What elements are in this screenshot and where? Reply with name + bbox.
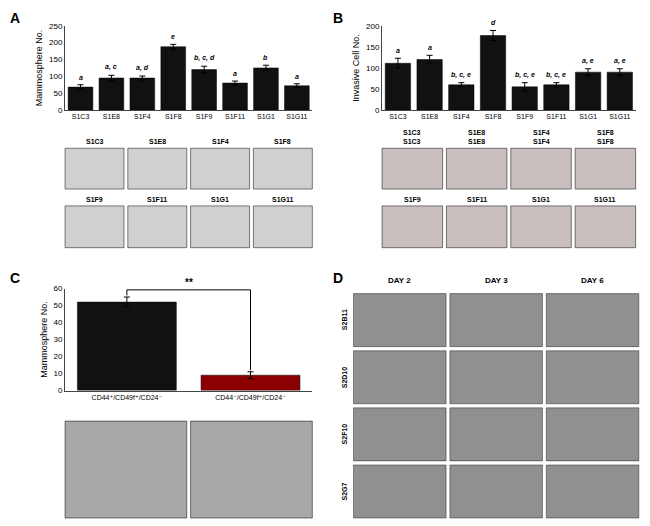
svg-text:S1F8: S1F8 [485,113,502,120]
svg-text:Mammosphere No.: Mammosphere No. [34,30,44,107]
svg-text:S1F9: S1F9 [516,113,533,120]
svg-text:a: a [428,44,432,51]
svg-text:S1C3: S1C3 [72,113,90,120]
svg-text:**: ** [185,277,193,288]
svg-text:20: 20 [54,352,63,361]
svg-text:S1F4: S1F4 [212,138,229,145]
svg-text:150: 150 [366,43,380,52]
svg-text:S1E8: S1E8 [103,113,120,120]
svg-text:a, d: a, d [136,64,149,72]
svg-text:S1F4S1F4: S1F4S1F4 [533,129,550,145]
svg-text:150: 150 [49,55,63,64]
svg-text:S1F9: S1F9 [404,196,421,203]
svg-text:a: a [396,47,400,54]
svg-text:a, e: a, e [582,57,594,65]
svg-text:40: 40 [54,318,63,327]
svg-text:S1F11: S1F11 [225,113,245,120]
svg-text:S1F11: S1F11 [467,196,487,203]
svg-text:S1F9: S1F9 [86,196,103,203]
svg-text:S1F4: S1F4 [134,113,151,120]
svg-text:a, e: a, e [614,57,626,65]
svg-text:S1F8: S1F8 [165,113,182,120]
svg-text:S2F10: S2F10 [341,424,348,445]
svg-text:S1F11: S1F11 [147,196,167,203]
svg-text:S1E8: S1E8 [149,138,166,145]
svg-text:30: 30 [54,335,63,344]
svg-text:S2G7: S2G7 [341,482,348,500]
svg-text:S1F9: S1F9 [196,113,213,120]
svg-text:a: a [233,70,237,77]
svg-text:S1E8S1E8: S1E8S1E8 [468,129,485,145]
svg-text:e: e [171,33,175,40]
svg-text:Invasive Cell No.: Invasive Cell No. [351,34,361,102]
svg-text:a: a [295,73,299,80]
svg-text:S1F4: S1F4 [453,113,470,120]
svg-text:S1G11: S1G11 [272,196,294,203]
svg-text:D: D [333,270,343,286]
svg-text:0: 0 [58,106,63,115]
svg-text:10: 10 [54,369,63,378]
svg-text:S2B11: S2B11 [341,309,348,330]
svg-text:250: 250 [49,22,63,31]
svg-text:S1G1: S1G1 [579,113,597,120]
svg-text:d: d [491,19,496,26]
svg-text:S1G11: S1G11 [609,113,630,120]
svg-text:b, c, e: b, c, e [546,71,566,79]
svg-text:0: 0 [375,106,380,115]
svg-text:DAY 2: DAY 2 [388,276,411,285]
svg-text:S1C3: S1C3 [389,113,407,120]
svg-text:S1G11: S1G11 [594,196,616,203]
svg-text:0: 0 [58,386,63,395]
svg-text:Mammosphere No.: Mammosphere No. [39,301,49,378]
svg-text:B: B [333,10,343,26]
svg-text:200: 200 [366,22,380,31]
svg-text:DAY 6: DAY 6 [581,276,604,285]
svg-text:50: 50 [54,89,63,98]
svg-text:50: 50 [371,85,380,94]
svg-text:a: a [79,74,83,81]
svg-text:b, c, e: b, c, e [515,71,535,79]
svg-text:S1F11: S1F11 [546,113,566,120]
svg-text:S1E8: S1E8 [421,113,438,120]
svg-text:200: 200 [49,38,63,47]
svg-text:CD44⁺/CD49f⁺/CD24⁻: CD44⁺/CD49f⁺/CD24⁻ [92,394,163,401]
svg-text:S1G1: S1G1 [211,196,229,203]
svg-text:S1C3: S1C3 [86,138,104,145]
svg-text:60: 60 [54,284,63,293]
svg-text:100: 100 [49,72,63,81]
svg-text:S1C3S1C3: S1C3S1C3 [403,129,421,145]
svg-text:S1G11: S1G11 [286,113,307,120]
svg-text:S1F8S1F8: S1F8S1F8 [597,129,614,145]
svg-text:S2D10: S2D10 [341,367,348,389]
svg-text:50: 50 [54,301,63,310]
svg-text:CD44⁻/CD49f⁺/CD24⁻: CD44⁻/CD49f⁺/CD24⁻ [215,394,286,401]
svg-text:S1G1: S1G1 [257,113,275,120]
svg-text:DAY 3: DAY 3 [485,276,508,285]
svg-text:b, c, e: b, c, e [451,71,471,79]
svg-text:S1F8: S1F8 [274,138,291,145]
svg-text:100: 100 [366,64,380,73]
svg-text:S1G1: S1G1 [532,196,550,203]
svg-text:b: b [263,54,268,61]
svg-text:C: C [10,270,20,286]
svg-text:b, c, d: b, c, d [194,54,215,62]
svg-text:a, c: a, c [105,63,117,71]
svg-text:A: A [10,10,20,26]
